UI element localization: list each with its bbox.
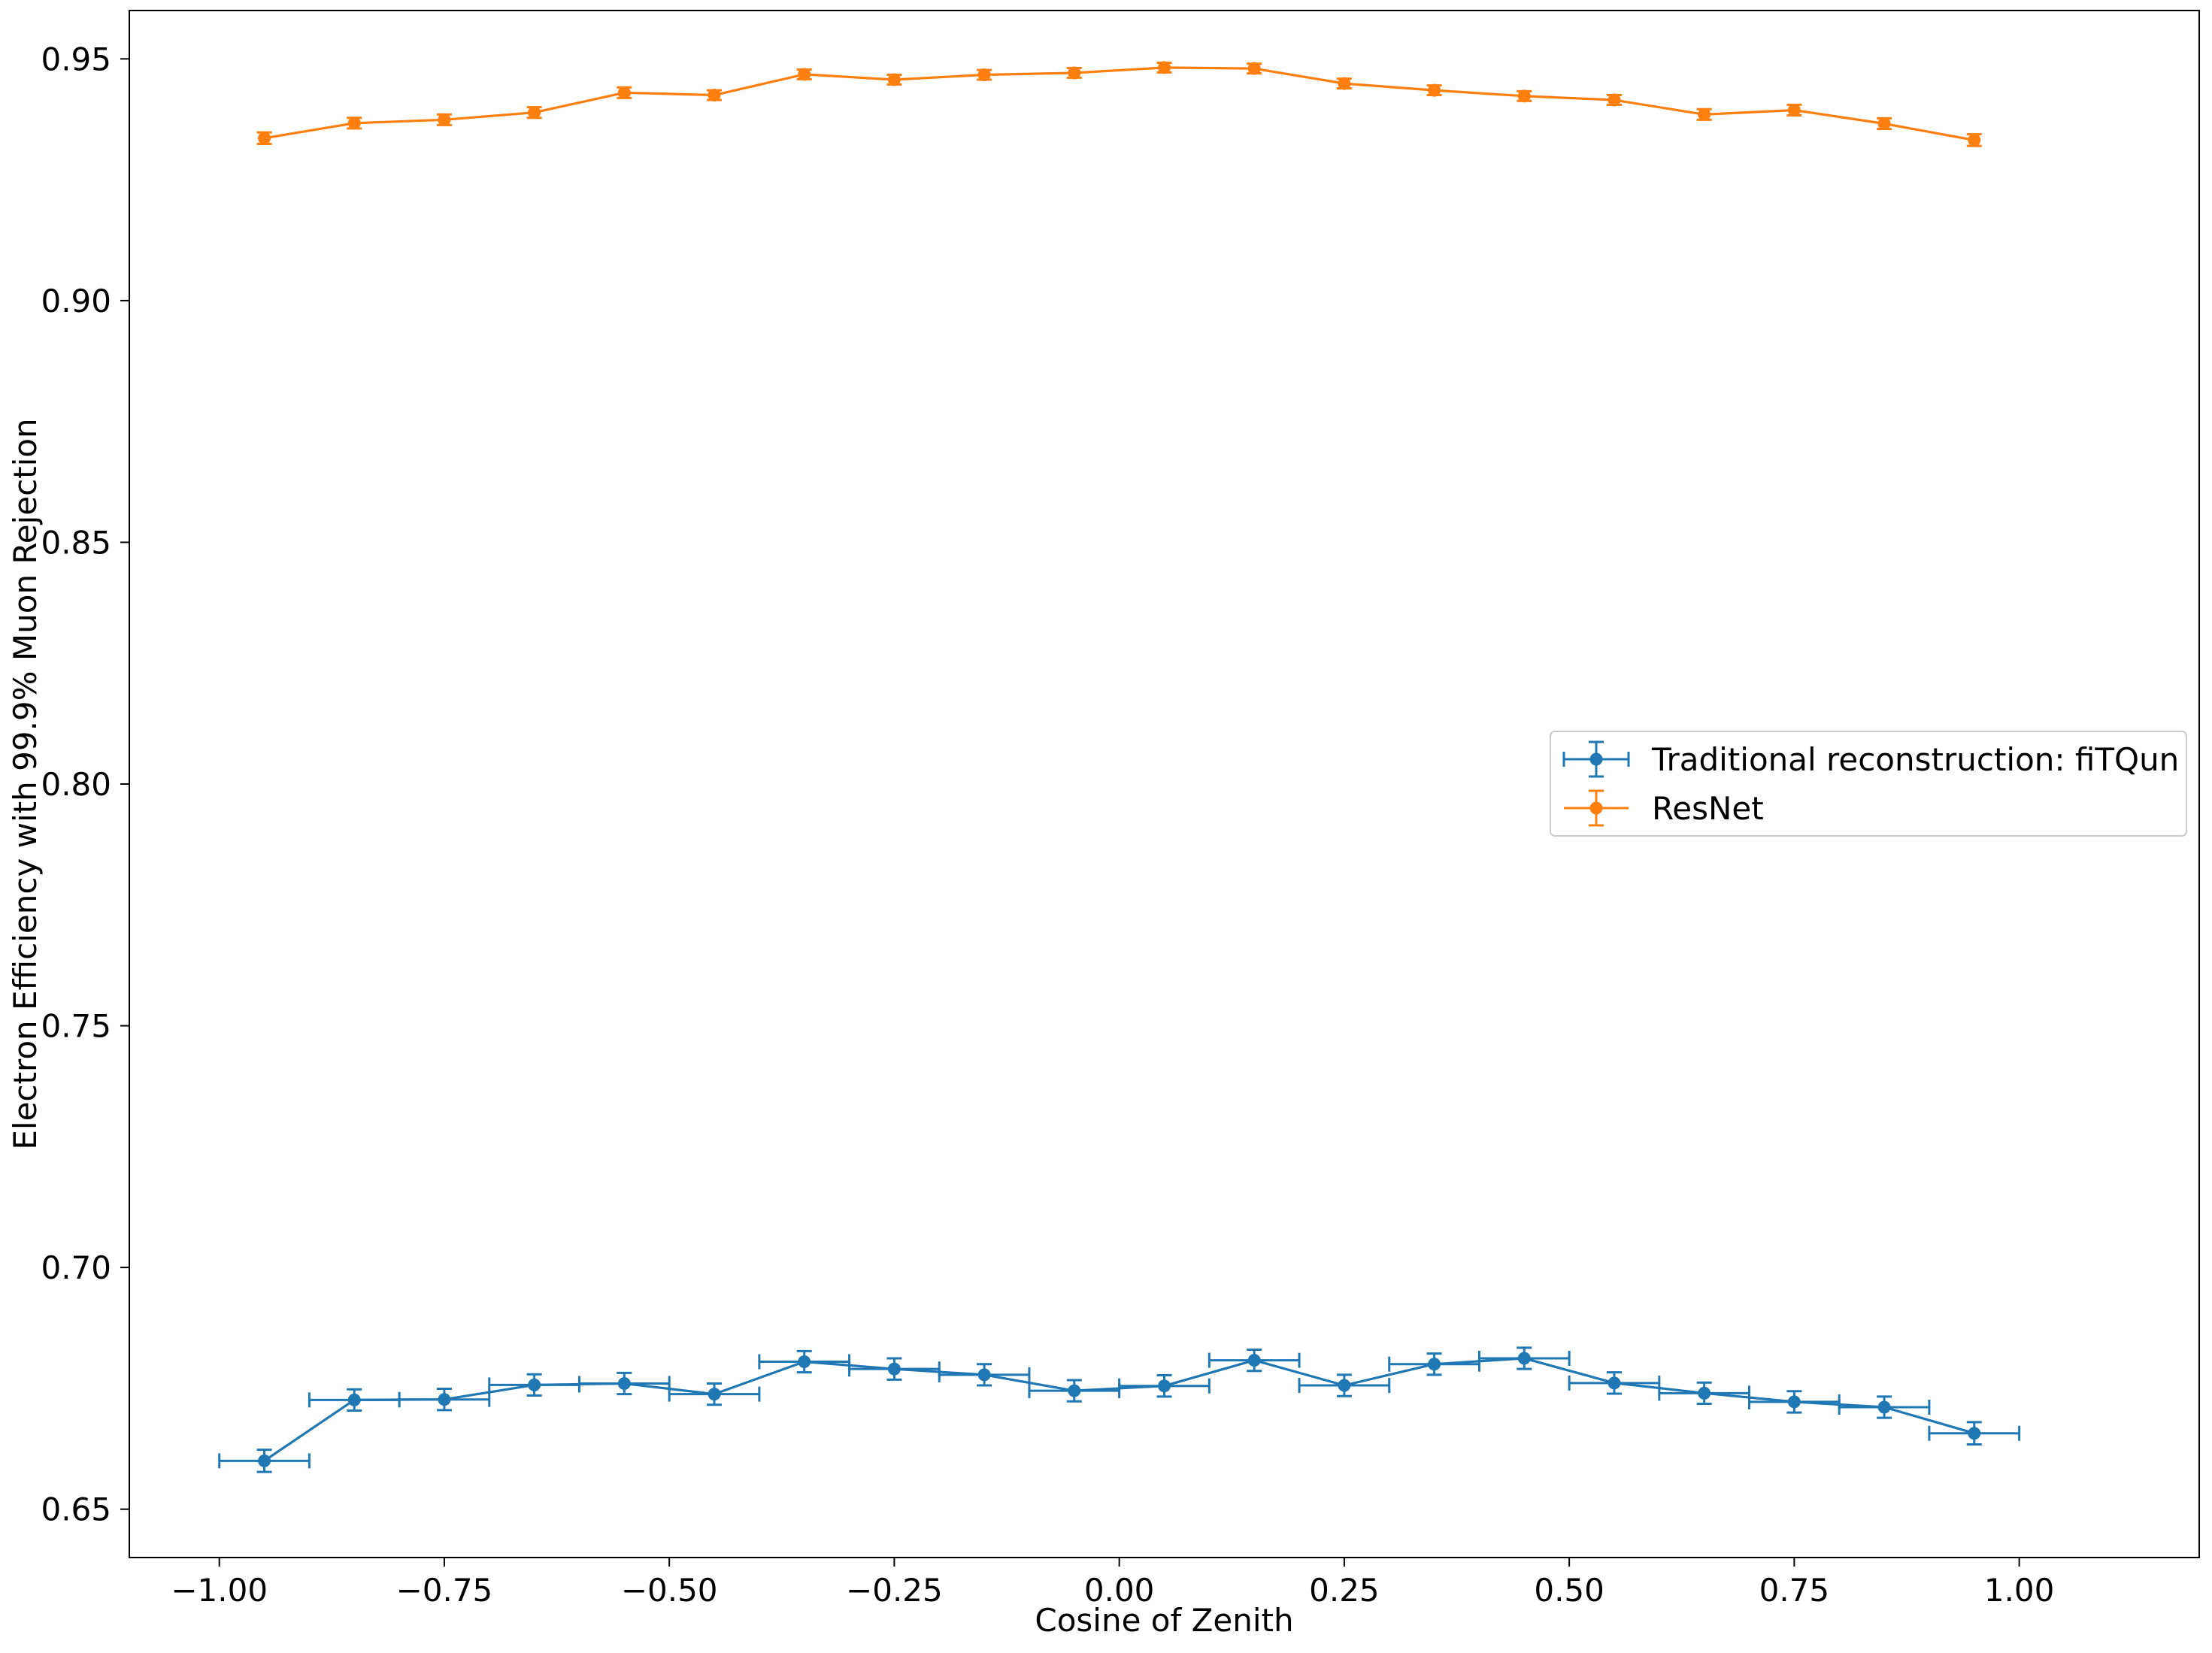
- data-point: [1158, 1379, 1171, 1393]
- data-point: [258, 1454, 271, 1467]
- data-point: [617, 86, 631, 99]
- legend-item-1: ResNet: [1564, 789, 1764, 827]
- x-tick-label: 0.00: [1084, 1572, 1155, 1609]
- data-point: [1787, 103, 1801, 117]
- data-point: [1068, 66, 1081, 80]
- data-point: [1787, 1395, 1801, 1409]
- data-point: [977, 68, 991, 82]
- legend-item-0: Traditional reconstruction: fiTQun: [1562, 740, 2179, 778]
- legend-label: Traditional reconstruction: fiTQun: [1651, 741, 2179, 778]
- data-point: [1968, 1427, 1981, 1440]
- series-1: [256, 61, 1982, 147]
- y-tick-label: 0.65: [41, 1491, 111, 1528]
- x-tick-label: 0.75: [1759, 1572, 1830, 1609]
- data-point: [1607, 93, 1621, 107]
- x-tick-label: −0.50: [621, 1572, 718, 1609]
- data-point: [887, 73, 901, 86]
- x-axis-label: Cosine of Zenith: [1035, 1602, 1293, 1639]
- data-point: [708, 89, 721, 102]
- axes: −1.00 −0.75 −0.50 −0.25 0.00 0.25 0.50 0.75 1.00…: [41, 10, 2200, 1609]
- y-tick-label: 0.80: [41, 766, 111, 803]
- x-tick-label: 1.00: [1984, 1572, 2055, 1609]
- data-point: [347, 117, 361, 130]
- legend-swatch-marker: [1589, 801, 1603, 815]
- data-point: [1698, 107, 1711, 121]
- y-tick-label: 0.95: [41, 41, 111, 77]
- data-point: [347, 1393, 361, 1406]
- data-point: [438, 1393, 451, 1406]
- data-point: [1877, 1400, 1891, 1414]
- data-point: [528, 106, 541, 120]
- data-point: [1607, 1376, 1621, 1390]
- series-line: [264, 66, 1975, 141]
- series-0: [218, 1346, 2021, 1473]
- x-tick-label: −0.25: [846, 1572, 943, 1609]
- data-point: [1338, 1379, 1351, 1392]
- data-point: [528, 1378, 541, 1391]
- data-point: [1517, 89, 1531, 103]
- data-point: [1247, 1354, 1261, 1367]
- y-tick-label: 0.70: [41, 1249, 111, 1286]
- data-point: [1968, 133, 1981, 147]
- data-point: [1158, 61, 1171, 74]
- y-tick-label: 0.90: [41, 283, 111, 319]
- x-tick-label: 0.50: [1534, 1572, 1604, 1609]
- data-point: [1698, 1386, 1711, 1400]
- y-axis-label: Electron Efficiency with 99.9% Muon Reje…: [7, 418, 44, 1149]
- data-point: [977, 1368, 991, 1382]
- data-point: [798, 68, 811, 81]
- data-point: [258, 132, 271, 145]
- data-point: [1068, 1384, 1081, 1397]
- data-point: [617, 1376, 631, 1390]
- x-tick-label: −0.75: [396, 1572, 493, 1609]
- data-point: [1428, 1358, 1441, 1371]
- data-point: [1247, 62, 1261, 75]
- data-point: [438, 113, 451, 126]
- x-tick-label: 0.25: [1309, 1572, 1380, 1609]
- plot-area: [218, 61, 2021, 1473]
- data-point: [1517, 1352, 1531, 1365]
- legend-swatch-marker: [1589, 752, 1603, 766]
- data-point: [708, 1388, 721, 1401]
- data-point: [798, 1355, 811, 1369]
- legend-box: [1550, 731, 2187, 837]
- x-tick-label: −1.00: [171, 1572, 268, 1609]
- y-tick-label: 0.75: [41, 1008, 111, 1045]
- data-point: [1428, 83, 1441, 97]
- data-point: [887, 1362, 901, 1376]
- data-point: [1338, 77, 1351, 90]
- y-tick-label: 0.85: [41, 524, 111, 561]
- legend: Traditional reconstruction: fiTQun ResNet: [1550, 731, 2187, 837]
- data-point: [1877, 117, 1891, 130]
- legend-label: ResNet: [1652, 790, 1764, 827]
